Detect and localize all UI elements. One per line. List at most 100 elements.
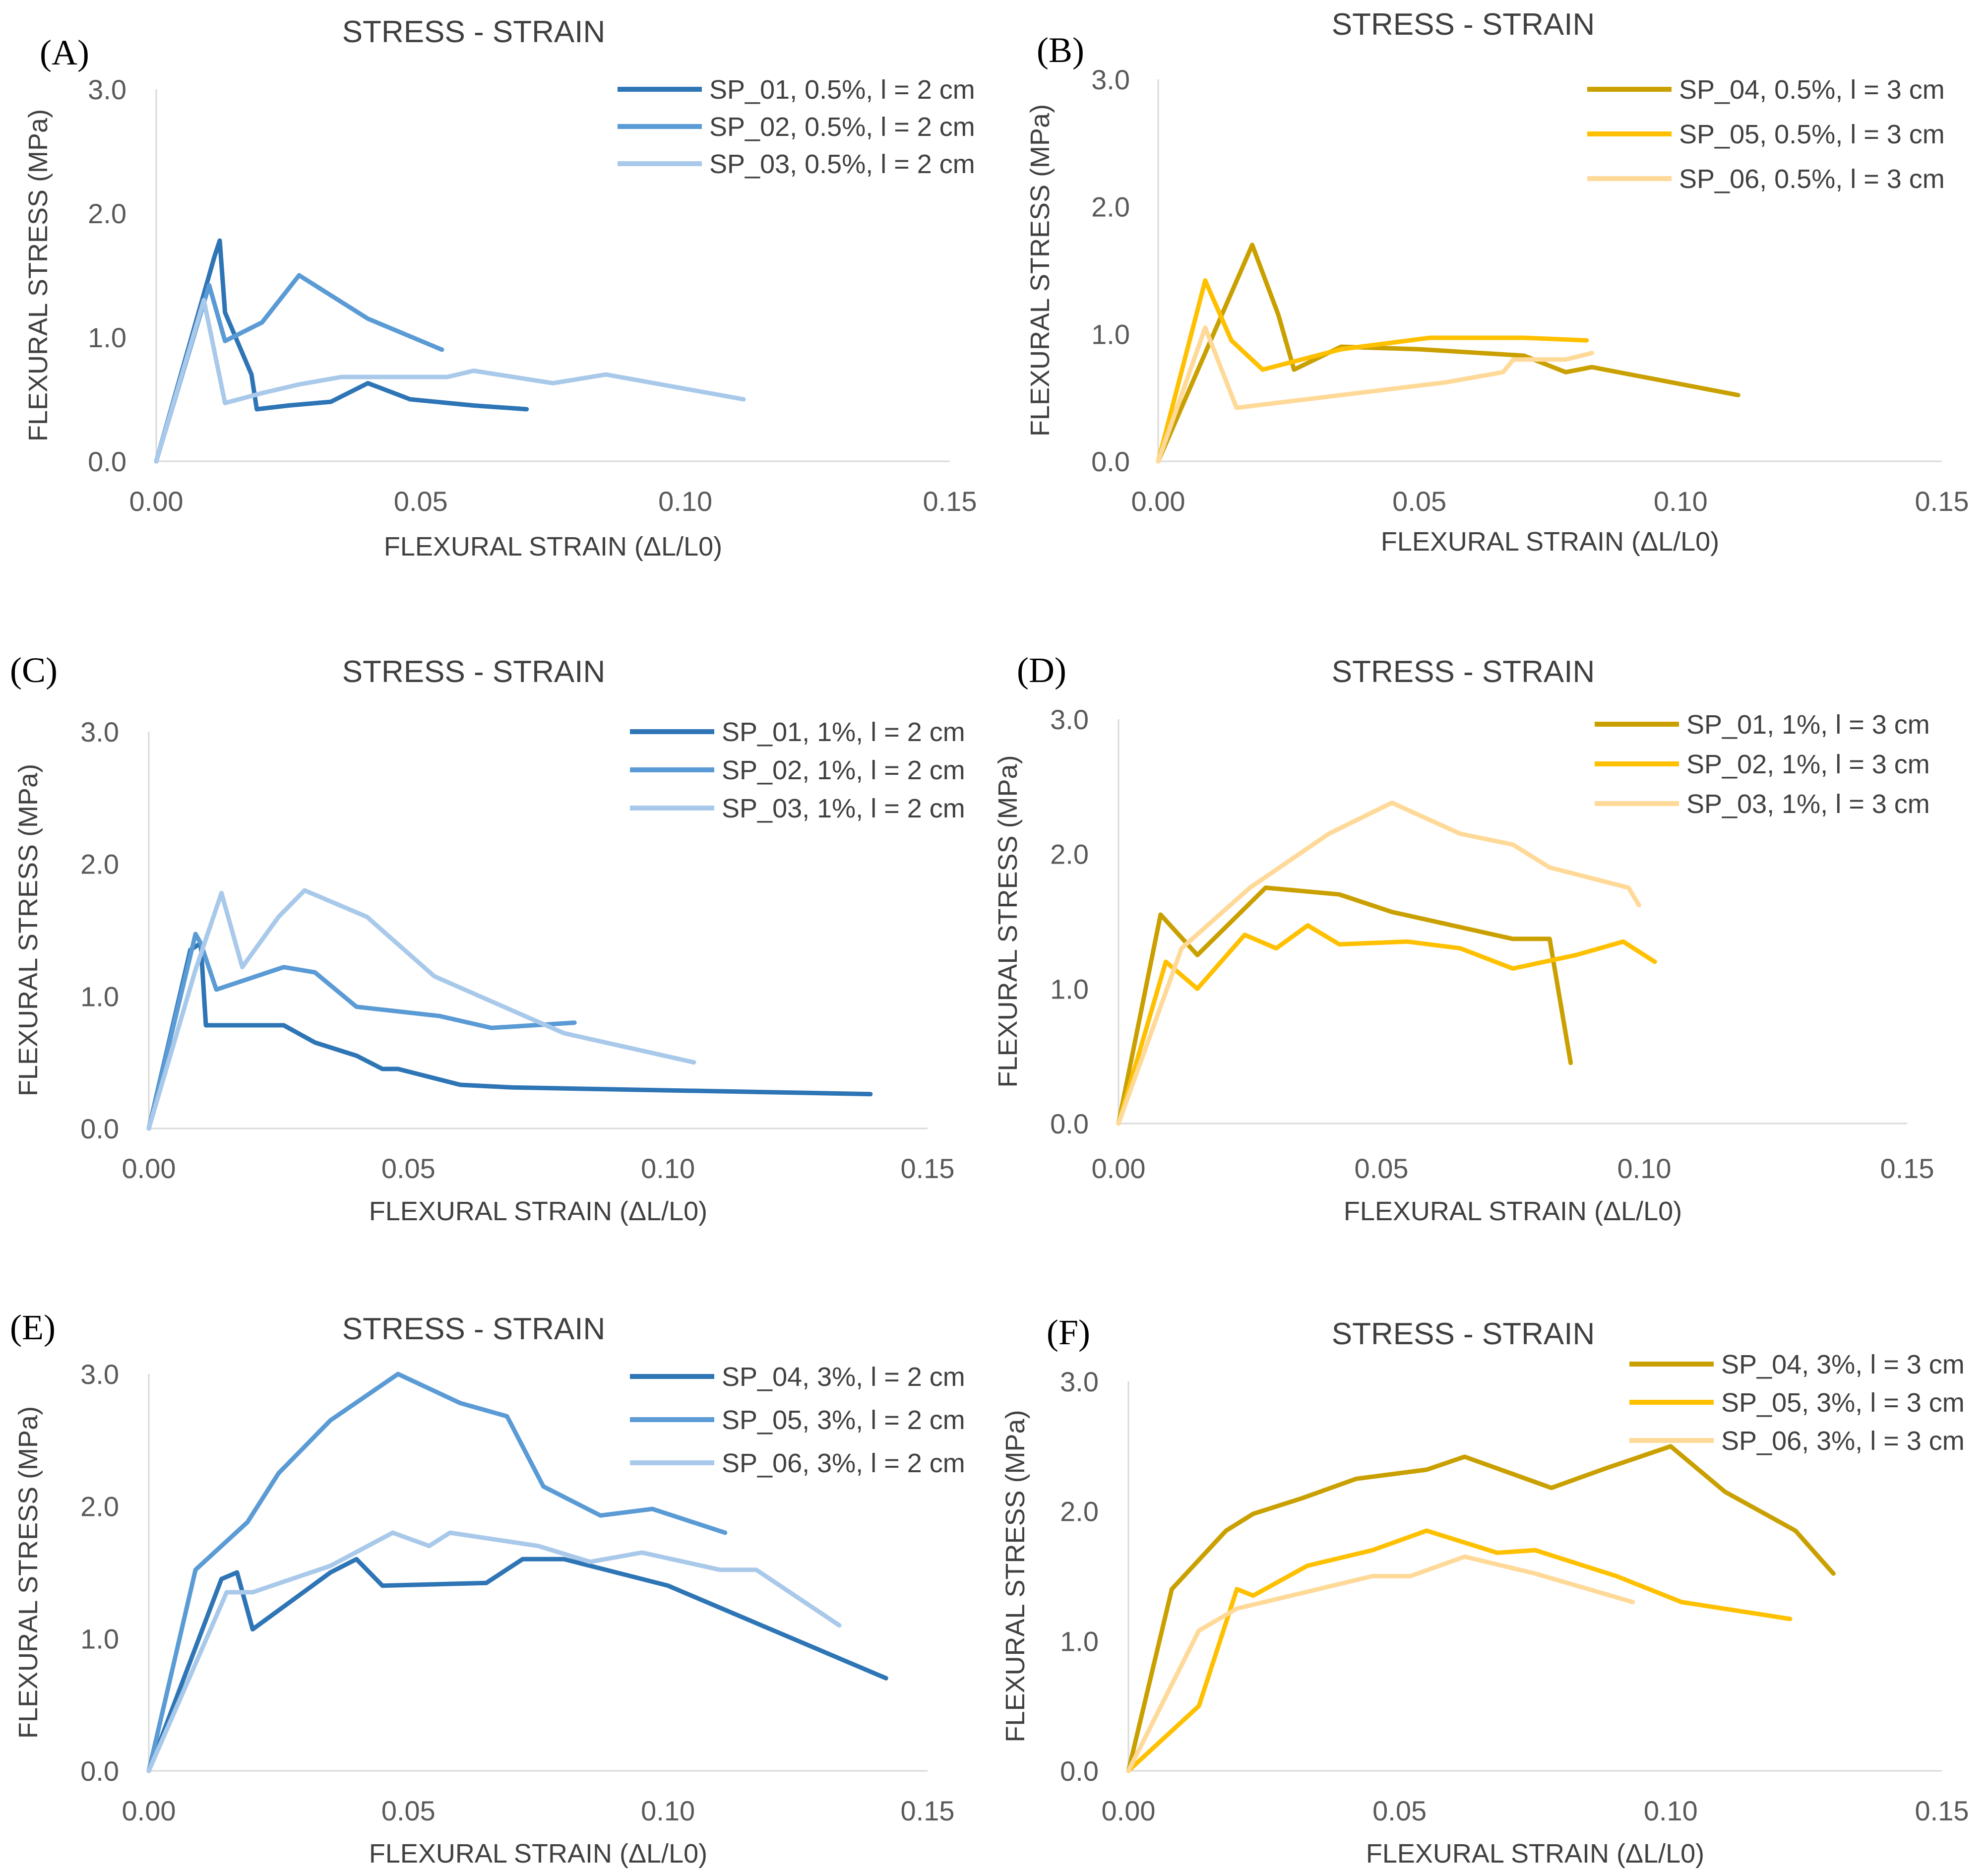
chart-e-y-tick-label: 0.0: [80, 1755, 119, 1787]
chart-e-x-tick-label: 0.05: [381, 1795, 435, 1826]
chart-d-legend-label: SP_01, 1%, l = 3 cm: [1686, 710, 1930, 740]
chart-e-x-tick-label: 0.15: [901, 1795, 955, 1826]
chart-d-y-tick-label: 2.0: [1050, 839, 1089, 870]
chart-e-y-axis-title: FLEXURAL STRESS (MPa): [13, 1406, 43, 1739]
chart-a-series-2-line: [154, 273, 444, 464]
chart-f: (F) STRESS - STRAIN 0.0 1.0 2.0 3.0 0.00 0.05 0.…: [1000, 1312, 1969, 1869]
chart-a-x-tick-label: 0.05: [394, 486, 448, 517]
chart-a-legend: SP_01, 0.5%, l = 2 cm SP_02, 0.5%, l = 2 …: [618, 75, 975, 179]
chart-b-y-tick-label: 1.0: [1091, 318, 1130, 350]
chart-f-legend: SP_04, 3%, l = 3 cm SP_05, 3%, l = 3 cm SP…: [1629, 1350, 1965, 1456]
chart-b-legend-label: SP_04, 0.5%, l = 3 cm: [1679, 75, 1945, 105]
chart-c-series-3-line: [146, 888, 696, 1131]
chart-c-y-tick-label: 1.0: [80, 981, 119, 1012]
chart-b-y-tick-label: 2.0: [1091, 191, 1130, 223]
chart-a-y-tick-label: 2.0: [88, 198, 126, 229]
chart-a-title: STRESS - STRAIN: [342, 15, 606, 49]
chart-c-y-axis-title: FLEXURAL STRESS (MPa): [13, 764, 43, 1096]
chart-f-y-tick-label: 3.0: [1060, 1366, 1099, 1397]
chart-c-y-tick-label: 2.0: [80, 849, 119, 880]
chart-f-x-axis-title: FLEXURAL STRAIN (ΔL/L0): [1366, 1839, 1704, 1869]
chart-c-title: STRESS - STRAIN: [342, 655, 606, 689]
chart-c-legend-label: SP_03, 1%, l = 2 cm: [722, 794, 965, 823]
chart-e-y-tick-label: 1.0: [80, 1623, 119, 1654]
chart-f-x-tick-label: 0.15: [1915, 1795, 1969, 1826]
chart-d-y-tick-label: 1.0: [1050, 973, 1089, 1004]
chart-a-y-tick-label: 1.0: [88, 322, 126, 353]
chart-f-series-3-line: [1126, 1554, 1635, 1773]
chart-d-y-tick-label: 3.0: [1050, 704, 1089, 735]
chart-f-panel-label: (F): [1047, 1312, 1090, 1352]
chart-d-legend: SP_01, 1%, l = 3 cm SP_02, 1%, l = 3 cm SP…: [1595, 710, 1930, 819]
chart-b-legend-label: SP_05, 0.5%, l = 3 cm: [1679, 120, 1945, 149]
chart-e-series-3-line: [146, 1530, 842, 1773]
chart-a-x-axis-title: FLEXURAL STRAIN (ΔL/L0): [384, 532, 722, 562]
chart-c-x-tick-label: 0.15: [901, 1153, 955, 1184]
chart-b-x-tick-label: 0.00: [1131, 486, 1185, 517]
chart-f-x-tick-label: 0.10: [1644, 1795, 1698, 1826]
chart-b-legend: SP_04, 0.5%, l = 3 cm SP_05, 0.5%, l = 3 …: [1587, 75, 1945, 194]
chart-c-x-axis-title: FLEXURAL STRAIN (ΔL/L0): [369, 1196, 707, 1226]
chart-f-x-tick-label: 0.05: [1372, 1795, 1427, 1826]
chart-a-y-axis-title: FLEXURAL STRESS (MPa): [23, 109, 53, 441]
chart-f-title: STRESS - STRAIN: [1332, 1317, 1595, 1351]
chart-b-legend-label: SP_06, 0.5%, l = 3 cm: [1679, 164, 1945, 194]
chart-d-legend-label: SP_02, 1%, l = 3 cm: [1686, 749, 1930, 779]
chart-d-x-tick-label: 0.10: [1617, 1153, 1672, 1184]
chart-b-y-tick-label: 3.0: [1091, 64, 1130, 95]
chart-b-x-tick-label: 0.10: [1654, 486, 1708, 517]
chart-f-y-axis-title: FLEXURAL STRESS (MPa): [1000, 1410, 1030, 1742]
chart-e-title: STRESS - STRAIN: [342, 1312, 606, 1346]
chart-a-x-tick-label: 0.00: [129, 486, 184, 517]
chart-a-y-tick-label: 3.0: [88, 74, 126, 105]
chart-e-x-tick-label: 0.00: [122, 1795, 176, 1826]
chart-a: (A) STRESS - STRAIN 0.0 1.0 2.0 3.0 0.00 0.05 0.…: [23, 15, 977, 562]
chart-b-x-tick-label: 0.05: [1392, 486, 1446, 517]
chart-d-y-tick-label: 0.0: [1050, 1108, 1089, 1139]
chart-b-x-axis-title: FLEXURAL STRAIN (ΔL/L0): [1381, 527, 1719, 557]
chart-d-panel-label: (D): [1017, 650, 1066, 690]
chart-a-x-tick-label: 0.15: [923, 486, 977, 517]
chart-b-series-1-line: [1156, 243, 1740, 464]
chart-d-x-tick-label: 0.15: [1880, 1153, 1934, 1184]
chart-d: (D) STRESS - STRAIN 0.0 1.0 2.0 3.0 0.00 0.05 0.…: [993, 650, 1934, 1226]
chart-e-series-1-line: [146, 1557, 888, 1773]
chart-c-series-1-line: [146, 941, 873, 1131]
chart-a-panel-label: (A): [40, 33, 89, 72]
chart-c-y-tick-label: 0.0: [80, 1113, 119, 1144]
chart-c-series-2-line: [146, 932, 577, 1131]
chart-a-series-1-line: [154, 238, 529, 464]
chart-b-panel-label: (B): [1037, 30, 1084, 70]
chart-c-x-tick-label: 0.10: [641, 1153, 695, 1184]
chart-f-x-tick-label: 0.00: [1102, 1795, 1156, 1826]
chart-f-legend-label: SP_06, 3%, l = 3 cm: [1721, 1426, 1965, 1456]
chart-b-y-tick-label: 0.0: [1091, 446, 1130, 477]
chart-a-series-3-line: [154, 298, 746, 464]
chart-b-series-3-line: [1156, 325, 1594, 464]
chart-b-y-axis-title: FLEXURAL STRESS (MPa): [1025, 104, 1055, 437]
chart-c-legend-label: SP_01, 1%, l = 2 cm: [722, 717, 965, 747]
chart-e-x-tick-label: 0.10: [641, 1795, 695, 1826]
chart-f-legend-label: SP_04, 3%, l = 3 cm: [1721, 1350, 1965, 1379]
chart-f-y-tick-label: 2.0: [1060, 1496, 1099, 1527]
chart-e-y-tick-label: 2.0: [80, 1491, 119, 1522]
chart-f-y-tick-label: 1.0: [1060, 1625, 1099, 1657]
chart-a-x-tick-label: 0.10: [658, 486, 712, 517]
chart-d-legend-label: SP_03, 1%, l = 3 cm: [1686, 789, 1930, 819]
chart-c-legend: SP_01, 1%, l = 2 cm SP_02, 1%, l = 2 cm SP…: [630, 717, 965, 823]
chart-b: (B) STRESS - STRAIN 0.0 1.0 2.0 3.0 0.00 0.05 0.…: [1025, 7, 1969, 557]
chart-a-y-tick-label: 0.0: [88, 446, 126, 477]
chart-d-x-tick-label: 0.00: [1092, 1153, 1146, 1184]
chart-e-legend: SP_04, 3%, l = 2 cm SP_05, 3%, l = 2 cm SP…: [630, 1362, 965, 1478]
chart-e-series-2-line: [146, 1372, 728, 1773]
chart-c: (C) STRESS - STRAIN 0.0 1.0 2.0 3.0 0.00 0.05 0.…: [10, 650, 965, 1226]
chart-e-y-tick-label: 3.0: [80, 1359, 119, 1390]
chart-c-x-tick-label: 0.05: [381, 1153, 435, 1184]
chart-d-x-tick-label: 0.05: [1355, 1153, 1409, 1184]
chart-a-legend-label: SP_03, 0.5%, l = 2 cm: [709, 149, 975, 179]
chart-f-legend-label: SP_05, 3%, l = 3 cm: [1721, 1388, 1965, 1418]
chart-f-series-1-line: [1126, 1444, 1836, 1773]
chart-e-x-axis-title: FLEXURAL STRAIN (ΔL/L0): [369, 1839, 707, 1869]
chart-e-legend-label: SP_06, 3%, l = 2 cm: [722, 1448, 965, 1478]
